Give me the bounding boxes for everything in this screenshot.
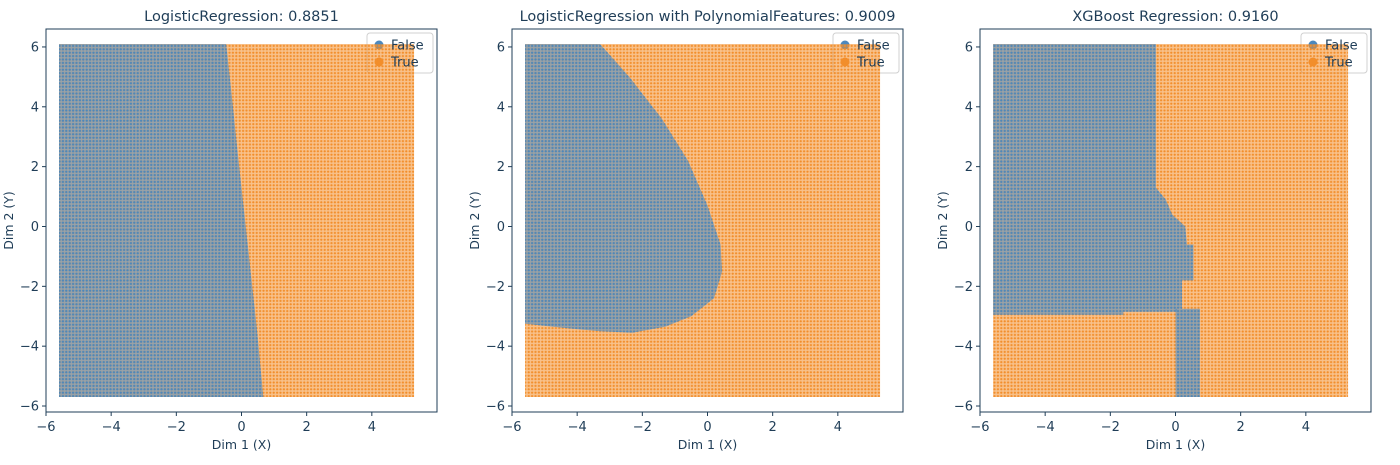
subplot-xgboost-regression: XGBoost Regression: 0.9160 Dim 1 (X) Dim…: [935, 9, 1372, 452]
x-tick-label: 0: [1171, 420, 1179, 435]
scatter-points: [993, 43, 1349, 398]
x-tick-label: −2: [633, 420, 652, 435]
scatter-points-false: [59, 43, 264, 398]
plot-title: LogisticRegression with PolynomialFeatur…: [520, 9, 896, 25]
legend-label-true: True: [1324, 56, 1353, 71]
legend-label-false: False: [391, 39, 424, 54]
y-tick-label: −6: [954, 400, 973, 415]
y-tick-label: −2: [954, 280, 973, 295]
y-axis-label: Dim 2 (Y): [1, 191, 16, 250]
x-tick-label: 2: [769, 420, 777, 435]
y-tick-label: 2: [965, 160, 973, 175]
legend-label-true: True: [856, 56, 885, 71]
y-tick-label: −2: [486, 280, 505, 295]
y-tick-label: 6: [965, 40, 973, 55]
y-tick-label: −6: [486, 400, 505, 415]
y-tick-label: 0: [497, 220, 505, 235]
y-tick-label: −4: [20, 340, 39, 355]
scatter-points: [59, 43, 415, 398]
x-tick-label: 0: [703, 420, 711, 435]
y-tick-label: −4: [486, 340, 505, 355]
x-tick-label: 4: [1302, 420, 1310, 435]
x-tick-label: 2: [303, 420, 311, 435]
x-axis-label: Dim 1 (X): [212, 437, 272, 452]
y-tick-label: 6: [31, 40, 39, 55]
scatter-points: [525, 43, 881, 398]
y-tick-label: 0: [965, 220, 973, 235]
y-tick-label: −6: [20, 400, 39, 415]
legend-label-true: True: [390, 56, 419, 71]
x-axis-label: Dim 1 (X): [678, 437, 738, 452]
x-tick-label: −6: [36, 420, 55, 435]
scatter-points-false: [993, 43, 1194, 315]
y-tick-label: −2: [20, 280, 39, 295]
x-tick-label: 4: [368, 420, 376, 435]
x-tick-label: −6: [502, 420, 521, 435]
y-tick-label: 4: [31, 100, 39, 115]
subplot-polynomial-logistic-regression: LogisticRegression with PolynomialFeatur…: [467, 9, 904, 452]
x-tick-label: −4: [1036, 420, 1055, 435]
x-tick-label: −2: [167, 420, 186, 435]
y-tick-label: 4: [497, 100, 505, 115]
y-tick-label: 0: [31, 220, 39, 235]
legend-label-false: False: [1325, 39, 1358, 54]
y-tick-label: −4: [954, 340, 973, 355]
legend-label-false: False: [857, 39, 890, 54]
y-tick-label: 2: [497, 160, 505, 175]
plot-title: LogisticRegression: 0.8851: [144, 9, 339, 25]
x-axis-label: Dim 1 (X): [1146, 437, 1206, 452]
x-tick-label: 2: [1237, 420, 1245, 435]
scatter-points-false: [525, 43, 723, 333]
subplot-logistic-regression: LogisticRegression: 0.8851 Dim 1 (X) Dim…: [1, 9, 438, 452]
y-axis-label: Dim 2 (Y): [935, 191, 950, 250]
scatter-points-false: [1175, 308, 1200, 398]
x-tick-label: −4: [568, 420, 587, 435]
plot-title: XGBoost Regression: 0.9160: [1072, 9, 1278, 25]
x-tick-label: −6: [970, 420, 989, 435]
y-tick-label: 4: [965, 100, 973, 115]
y-axis-label: Dim 2 (Y): [467, 191, 482, 250]
y-tick-label: 6: [497, 40, 505, 55]
y-tick-label: 2: [31, 160, 39, 175]
x-tick-label: 4: [834, 420, 842, 435]
x-tick-label: −2: [1101, 420, 1120, 435]
x-tick-label: −4: [102, 420, 121, 435]
x-tick-label: 0: [237, 420, 245, 435]
